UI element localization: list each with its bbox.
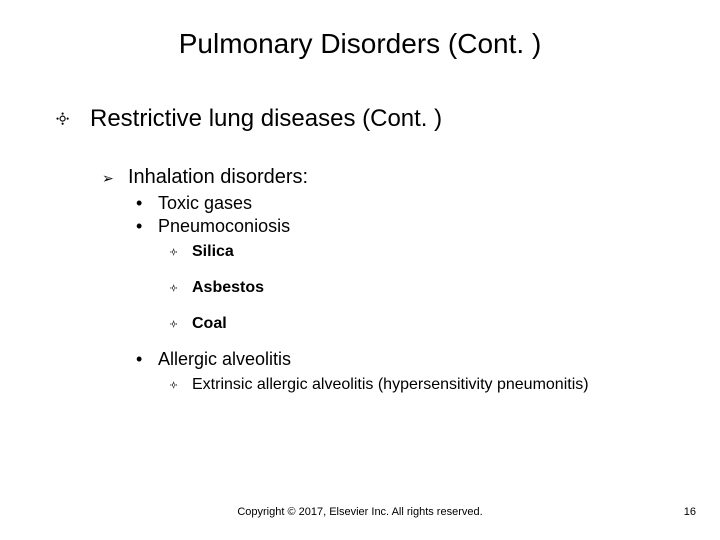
- level1-text: Restrictive lung diseases (Cont. ): [90, 105, 442, 133]
- list-item-level4: ༓ Extrinsic allergic alveolitis (hyperse…: [170, 372, 680, 406]
- level3-text-b: Pneumoconiosis: [158, 216, 290, 237]
- footer-copyright: Copyright © 2017, Elsevier Inc. All righ…: [0, 506, 720, 518]
- bullet-l4-icon: ༓: [170, 239, 192, 273]
- slide-title: Pulmonary Disorders (Cont. ): [80, 28, 640, 60]
- level4-text-a: Silica: [192, 243, 234, 261]
- level3-text-c: Allergic alveolitis: [158, 349, 291, 370]
- bullet-l4-icon: ༓: [170, 275, 192, 309]
- list-item-level3: • Pneumoconiosis: [136, 216, 680, 237]
- bullet-l4-icon: ༓: [170, 311, 192, 345]
- list-item-level4: ༓ Asbestos: [170, 275, 680, 309]
- list-item-level2: ➢ Inhalation disorders:: [102, 166, 680, 189]
- bullet-l3-icon: •: [136, 193, 158, 214]
- level4-text-d: Extrinsic allergic alveolitis (hypersens…: [192, 376, 589, 394]
- list-item-level4: ༓ Silica: [170, 239, 680, 273]
- bullet-l3-icon: •: [136, 349, 158, 370]
- footer-page-number: 16: [684, 506, 696, 518]
- list-item-level4: ༓ Coal: [170, 311, 680, 345]
- bullet-l1-icon: ༓: [56, 94, 90, 156]
- bullet-l3-icon: •: [136, 216, 158, 237]
- level4-text-b: Asbestos: [192, 279, 264, 297]
- level3-text-a: Toxic gases: [158, 193, 252, 214]
- bullet-l2-icon: ➢: [102, 170, 128, 187]
- list-item-level3: • Toxic gases: [136, 193, 680, 214]
- level2-text: Inhalation disorders:: [128, 166, 308, 189]
- list-item-level1: ༓ Restrictive lung diseases (Cont. ): [56, 94, 680, 156]
- list-item-level3: • Allergic alveolitis: [136, 349, 680, 370]
- level4-text-c: Coal: [192, 315, 227, 333]
- slide: Pulmonary Disorders (Cont. ) ༓ Restricti…: [0, 0, 720, 540]
- bullet-l4-icon: ༓: [170, 372, 192, 406]
